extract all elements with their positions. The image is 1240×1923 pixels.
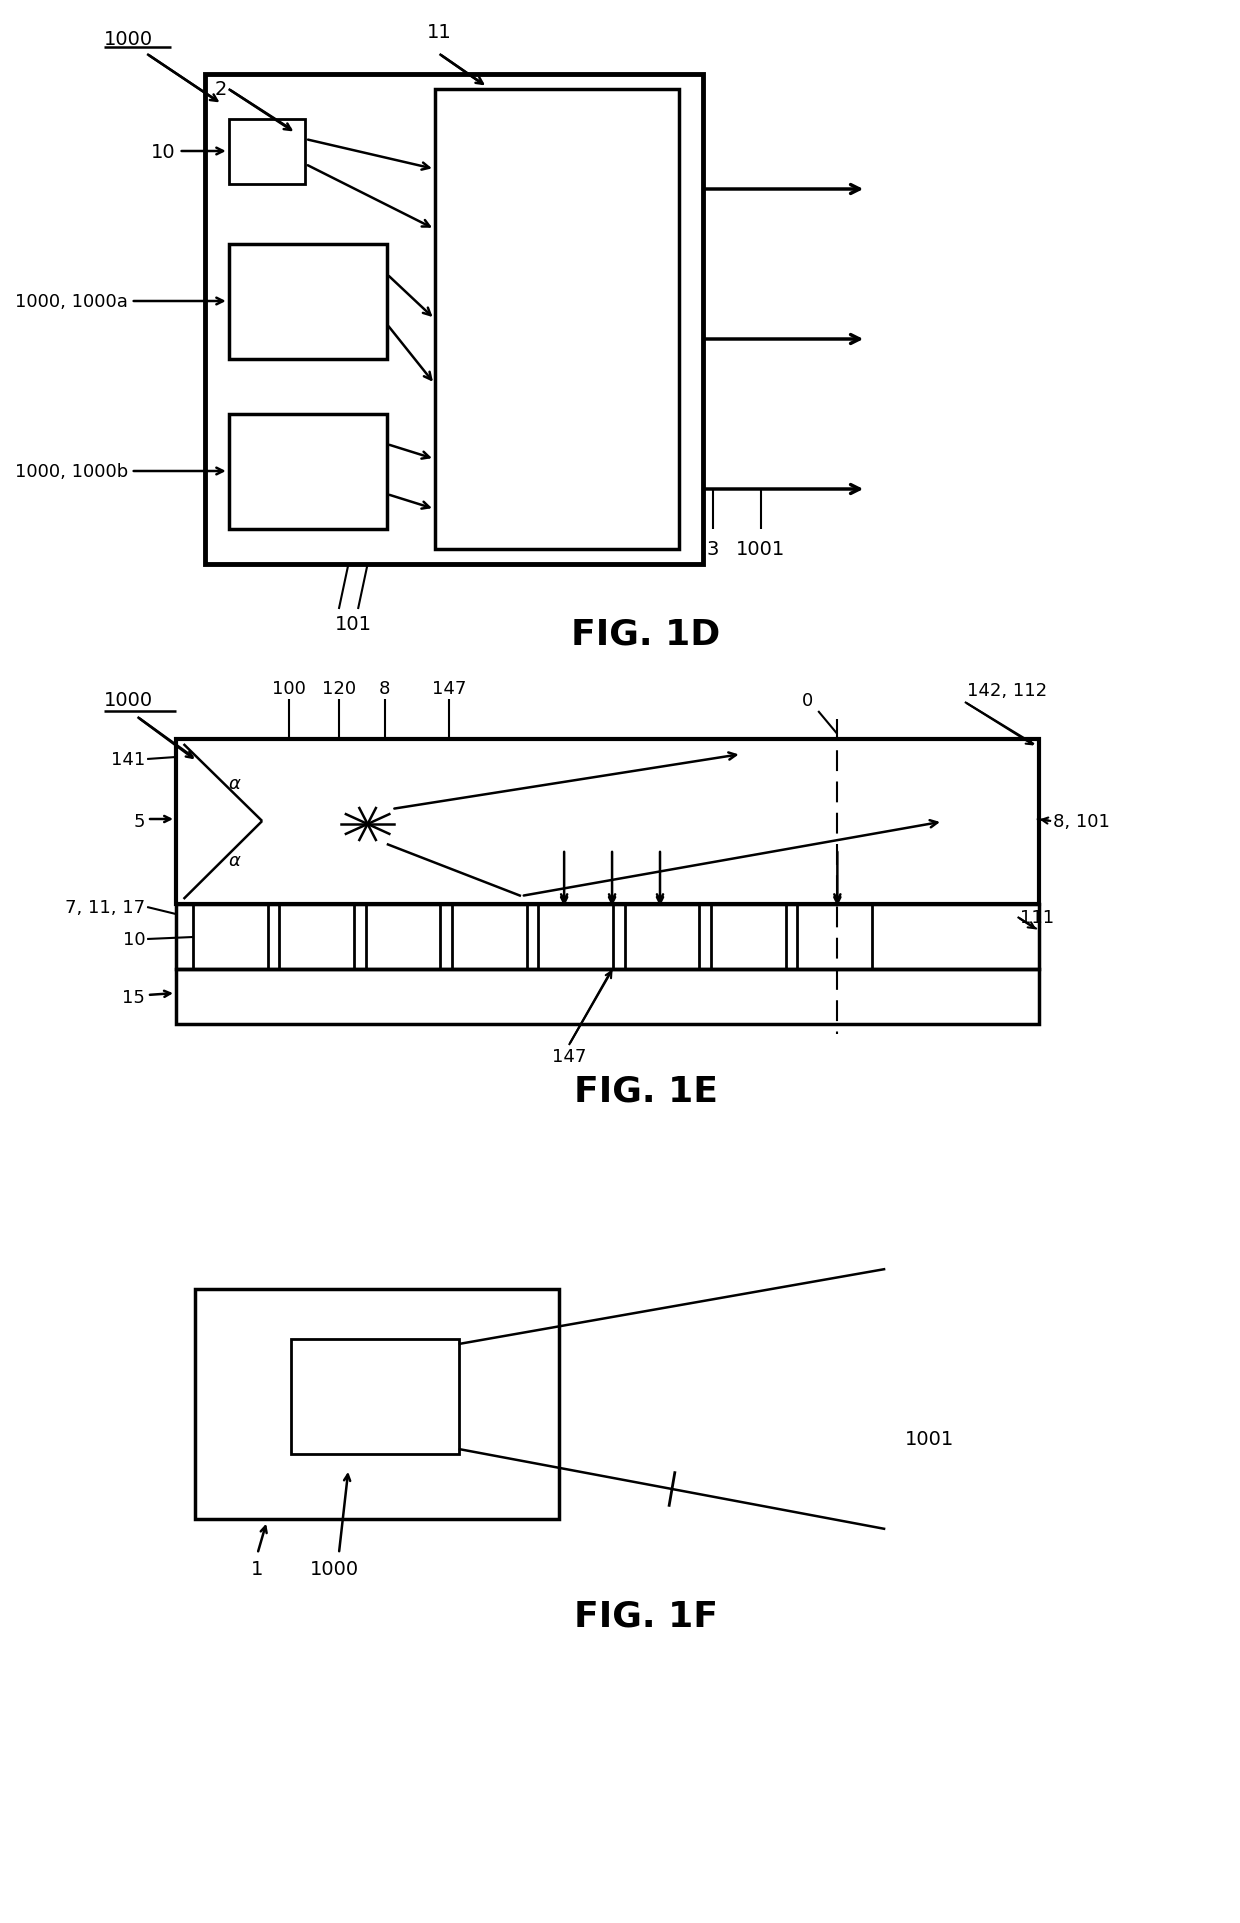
Text: 120: 120 <box>322 679 356 698</box>
Bar <box>176 904 1039 969</box>
Bar <box>195 1288 559 1519</box>
Text: 3: 3 <box>707 540 719 560</box>
Bar <box>538 904 613 969</box>
Text: α: α <box>228 775 241 792</box>
Text: 1001: 1001 <box>737 540 785 560</box>
Bar <box>451 904 527 969</box>
Bar <box>193 904 268 969</box>
Bar <box>435 90 680 550</box>
Text: 1000: 1000 <box>104 31 153 48</box>
Bar <box>176 740 1039 904</box>
Bar <box>205 75 703 565</box>
Text: 15: 15 <box>123 988 145 1006</box>
Text: 1: 1 <box>252 1560 264 1579</box>
Text: 147: 147 <box>432 679 466 698</box>
Bar <box>625 904 699 969</box>
Text: 147: 147 <box>552 1048 587 1065</box>
Bar <box>228 415 387 529</box>
Text: FIG. 1E: FIG. 1E <box>574 1075 718 1108</box>
Text: 100: 100 <box>272 679 306 698</box>
Text: 11: 11 <box>427 23 451 42</box>
Text: 2: 2 <box>215 81 227 98</box>
Text: 141: 141 <box>110 750 145 769</box>
Bar <box>711 904 786 969</box>
Text: 10: 10 <box>123 931 145 948</box>
Bar <box>291 1338 459 1454</box>
Text: 5: 5 <box>134 813 145 831</box>
Bar <box>228 119 305 185</box>
Text: 8, 101: 8, 101 <box>1053 813 1110 831</box>
Text: 1001: 1001 <box>904 1431 954 1448</box>
Text: 10: 10 <box>151 142 176 162</box>
Bar <box>797 904 872 969</box>
Text: 111: 111 <box>1019 908 1054 927</box>
Text: 1000, 1000b: 1000, 1000b <box>15 463 128 481</box>
Bar <box>176 969 1039 1025</box>
Text: 101: 101 <box>335 615 372 635</box>
Text: 0: 0 <box>802 692 813 710</box>
Text: α: α <box>228 852 241 869</box>
Bar <box>279 904 355 969</box>
Text: 1000: 1000 <box>310 1560 358 1579</box>
Text: 1000: 1000 <box>104 690 153 710</box>
Text: FIG. 1F: FIG. 1F <box>574 1600 718 1633</box>
Bar <box>228 244 387 360</box>
Text: 142, 112: 142, 112 <box>967 681 1047 700</box>
Bar <box>366 904 440 969</box>
Text: FIG. 1D: FIG. 1D <box>570 617 720 652</box>
Text: 1000, 1000a: 1000, 1000a <box>15 292 128 312</box>
Text: 8: 8 <box>379 679 391 698</box>
Text: 7, 11, 17: 7, 11, 17 <box>64 898 145 917</box>
